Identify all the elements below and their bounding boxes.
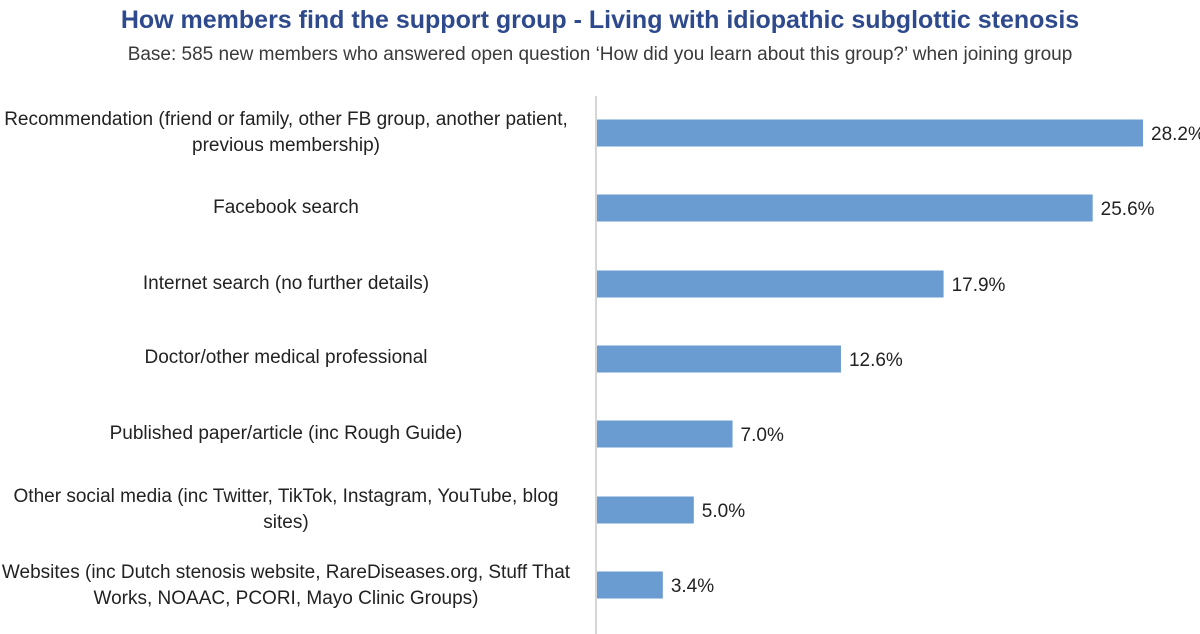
category-label: Published paper/article (inc Rough Guide…	[109, 423, 463, 444]
category-label: Websites (inc Dutch stenosis website, Ra…	[1, 562, 571, 609]
bar	[597, 119, 1143, 147]
data-label: 3.4%	[671, 576, 714, 597]
chart-title: How members find the support group - Liv…	[120, 6, 1080, 34]
category-label: Other social media (inc Twitter, TikTok,…	[13, 486, 559, 533]
data-label: 5.0%	[702, 501, 745, 522]
category-label: Recommendation (friend or family, other …	[4, 109, 568, 156]
bar	[597, 571, 663, 599]
data-label: 28.2%	[1151, 124, 1200, 145]
data-label: 7.0%	[741, 425, 784, 446]
data-label: 12.6%	[849, 350, 903, 371]
bar	[597, 420, 733, 448]
category-label: Facebook search	[213, 197, 359, 218]
chart-subtitle: Base: 585 new members who answered open …	[127, 44, 1073, 65]
category-label: Internet search (no further details)	[142, 273, 430, 294]
category-label: Doctor/other medical professional	[144, 347, 428, 368]
bar	[597, 270, 944, 298]
bar	[597, 194, 1093, 222]
bar	[597, 345, 841, 373]
data-label: 17.9%	[952, 275, 1006, 296]
bar	[597, 496, 694, 524]
data-label: 25.6%	[1101, 199, 1155, 220]
